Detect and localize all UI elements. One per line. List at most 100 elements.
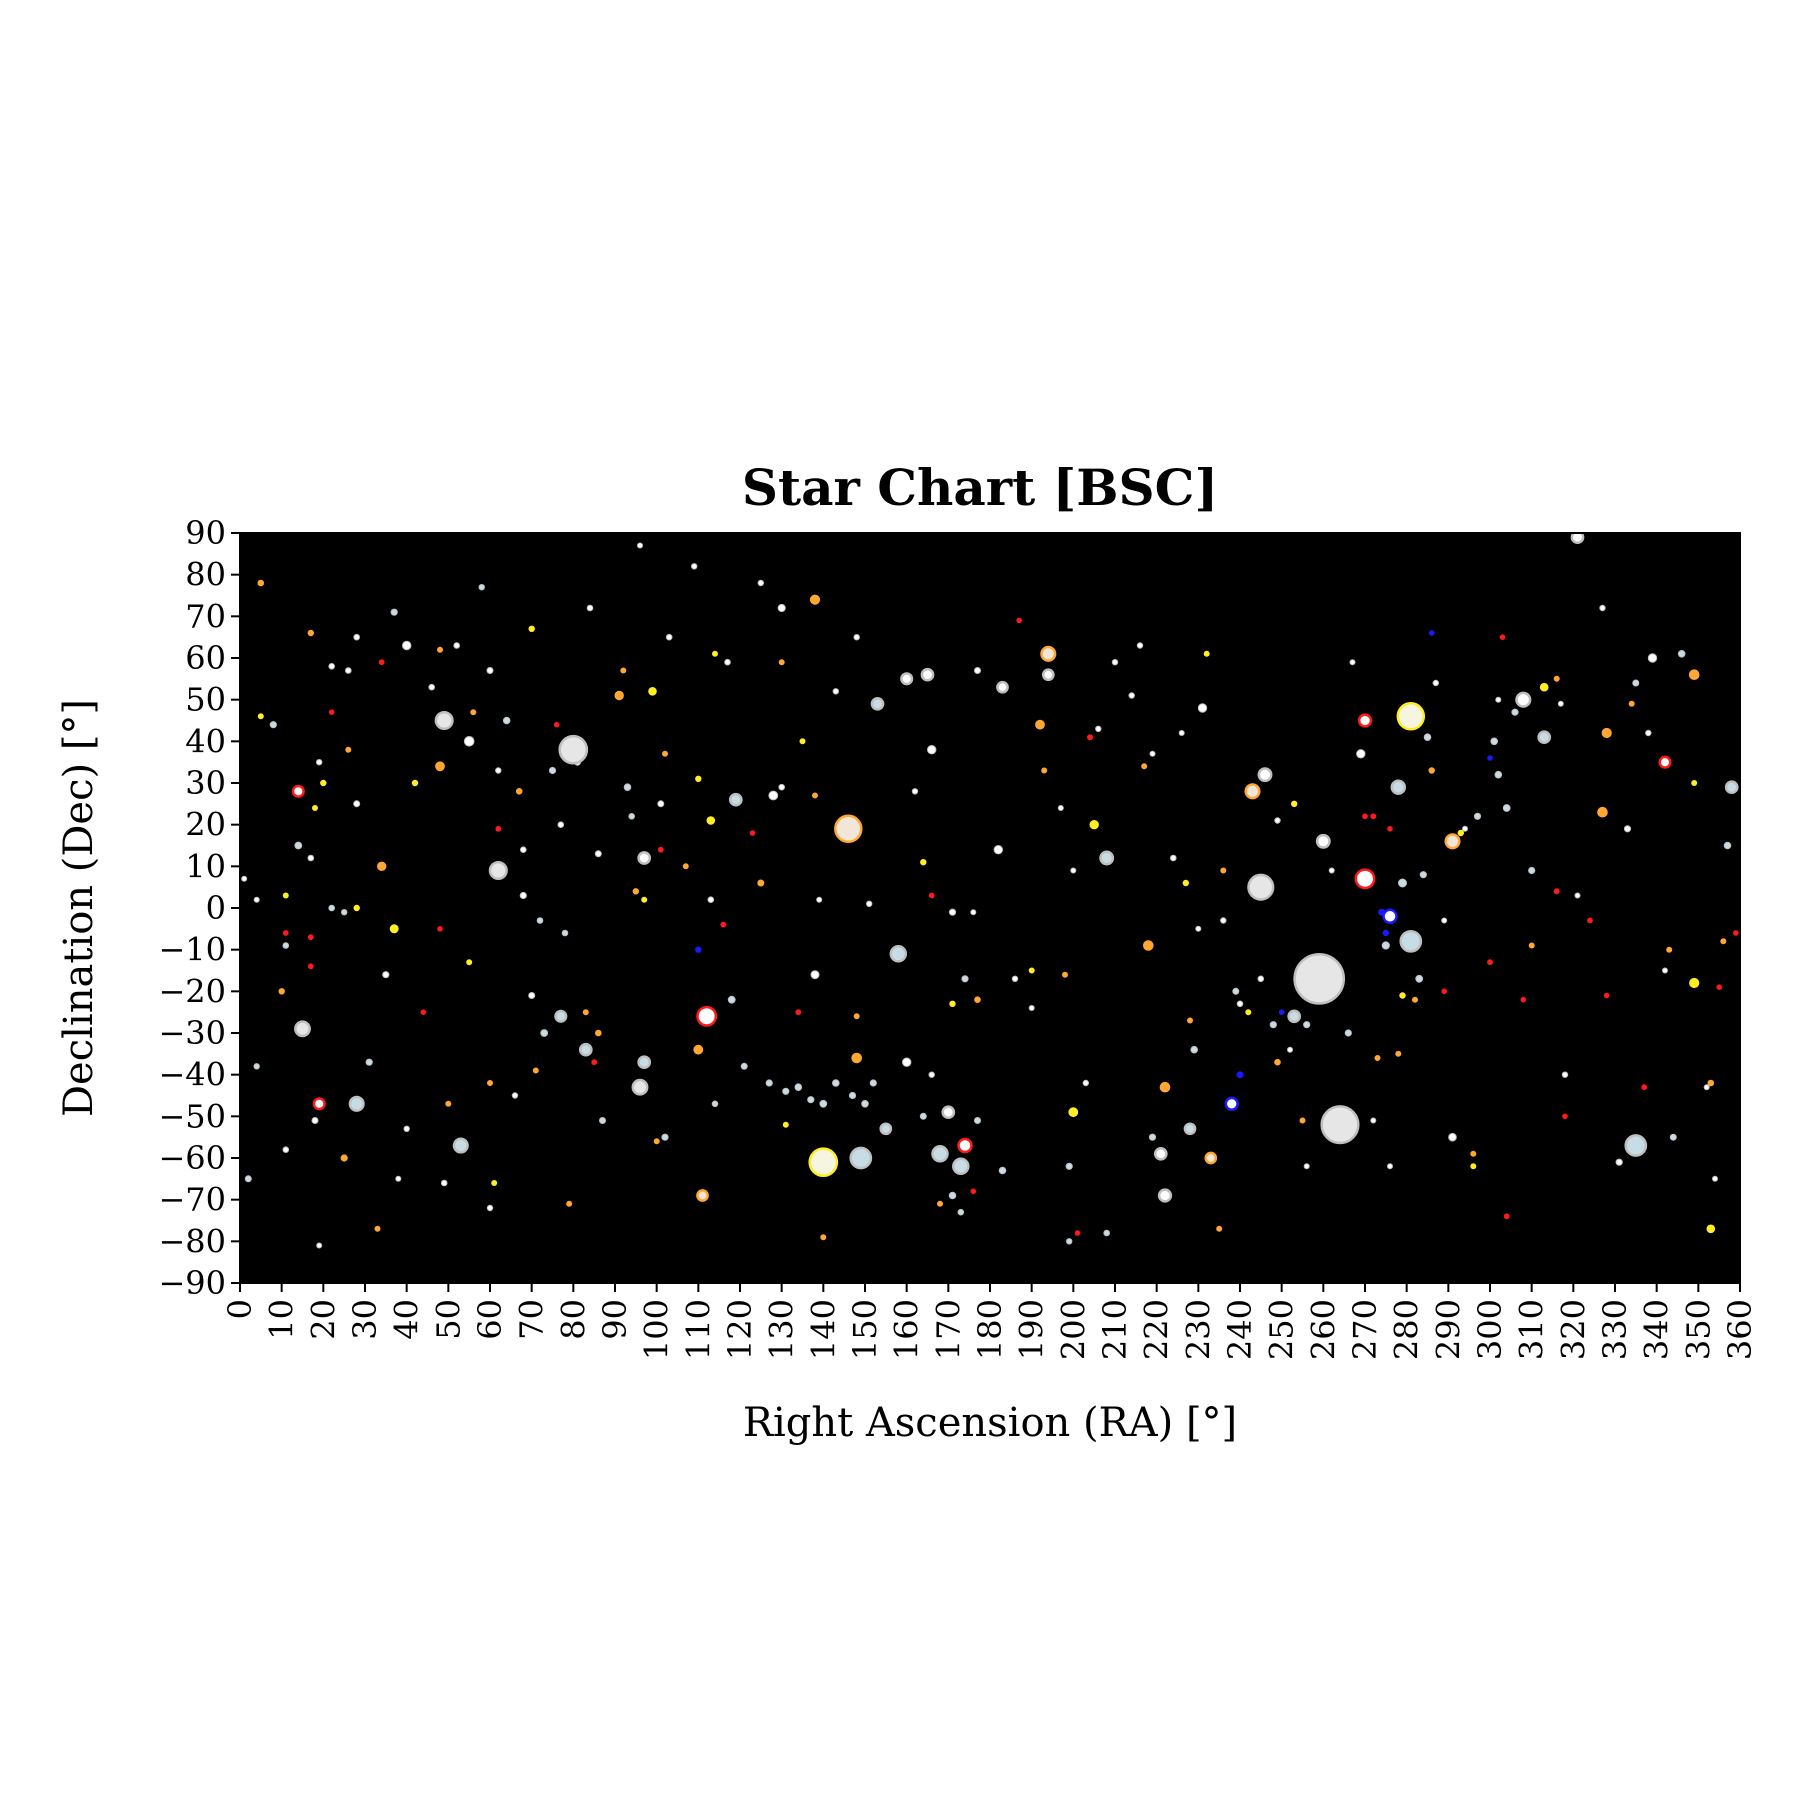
star-point	[662, 750, 668, 757]
star-point	[1707, 1079, 1715, 1087]
star-point	[374, 1225, 381, 1232]
star-point	[1143, 940, 1154, 951]
star-point	[316, 1242, 323, 1249]
star-point	[488, 860, 508, 881]
star-point	[691, 563, 698, 570]
y-tick-label: 20	[185, 806, 226, 844]
star-point	[661, 1133, 669, 1141]
star-point	[1444, 833, 1461, 850]
star-point	[1220, 867, 1227, 874]
star-point	[1216, 1225, 1223, 1232]
star-point	[777, 603, 786, 613]
star-point	[365, 1058, 373, 1066]
star-point	[1398, 878, 1407, 888]
star-point	[341, 909, 348, 916]
star-point	[1677, 650, 1686, 658]
star-point	[711, 1100, 719, 1108]
star-point	[974, 667, 981, 674]
star-point	[637, 851, 652, 865]
star-point	[799, 738, 806, 745]
star-point	[1689, 977, 1700, 989]
y-tick-label: −40	[158, 1056, 226, 1094]
star-point	[920, 859, 927, 866]
star-point	[970, 1188, 977, 1195]
star-point	[1387, 1163, 1393, 1170]
y-tick-label: −20	[158, 972, 226, 1010]
star-point	[1528, 866, 1536, 875]
star-point	[812, 792, 818, 799]
star-point	[553, 721, 560, 728]
star-point	[1190, 1045, 1198, 1054]
star-point	[1111, 659, 1119, 666]
star-point	[353, 904, 360, 912]
star-point	[1432, 679, 1440, 687]
star-point	[437, 926, 443, 932]
star-points	[241, 533, 1739, 1249]
star-point	[879, 1122, 893, 1136]
star-point	[520, 846, 527, 854]
star-point	[428, 683, 436, 691]
y-tick-label: 90	[185, 514, 226, 552]
star-point	[1099, 850, 1115, 866]
star-point	[377, 861, 387, 871]
star-point	[294, 841, 303, 850]
star-point	[402, 640, 412, 651]
star-point	[869, 1079, 877, 1087]
x-tick-label: 150	[846, 1299, 884, 1360]
star-point	[720, 921, 727, 928]
star-point	[695, 946, 702, 953]
star-point	[1441, 988, 1447, 995]
star-point	[345, 667, 352, 674]
star-point	[1315, 833, 1331, 849]
star-point	[1499, 634, 1506, 641]
star-point	[1387, 826, 1393, 832]
star-point	[390, 608, 398, 616]
star-point	[696, 1005, 718, 1027]
star-point	[378, 659, 385, 666]
star-point	[794, 1083, 803, 1091]
star-point	[641, 896, 648, 903]
star-point	[1462, 825, 1468, 832]
star-point	[1706, 1224, 1716, 1234]
star-point	[1603, 992, 1610, 999]
x-tick-label: 300	[1471, 1299, 1509, 1360]
star-point	[795, 1009, 802, 1016]
star-point	[1303, 1021, 1311, 1029]
star-point	[1624, 1134, 1648, 1157]
star-point	[1128, 692, 1135, 699]
x-tick-label: 110	[679, 1299, 717, 1360]
star-point	[712, 650, 718, 657]
star-point	[808, 1147, 839, 1178]
star-point	[328, 663, 336, 670]
star-point	[1011, 975, 1019, 982]
star-point	[307, 854, 315, 862]
star-point	[434, 710, 454, 731]
star-point	[1028, 1005, 1035, 1011]
star-point	[778, 659, 785, 666]
y-tick-label: 50	[185, 681, 226, 719]
star-point	[993, 845, 1003, 855]
star-point	[1647, 653, 1658, 663]
star-point	[1448, 1132, 1457, 1142]
star-point	[241, 875, 248, 882]
star-point	[851, 1052, 863, 1064]
x-tick-label: 30	[346, 1299, 384, 1340]
star-point	[495, 767, 502, 774]
star-point	[1396, 702, 1426, 731]
star-point	[440, 1179, 448, 1187]
star-point	[282, 942, 290, 949]
star-point	[578, 1042, 593, 1057]
star-point	[949, 1000, 956, 1007]
x-axis-label: Right Ascension (RA) [°]	[743, 1400, 1237, 1446]
x-tick-label: 200	[1054, 1299, 1092, 1360]
star-point	[928, 892, 935, 899]
star-point	[282, 1146, 290, 1153]
star-point	[1157, 1188, 1173, 1203]
star-point	[1103, 1229, 1110, 1237]
star-point	[1274, 1058, 1281, 1066]
star-point	[1245, 1009, 1252, 1016]
star-point	[382, 971, 390, 979]
star-point	[653, 1138, 660, 1145]
star-point	[937, 1200, 943, 1207]
star-point	[631, 1078, 649, 1096]
